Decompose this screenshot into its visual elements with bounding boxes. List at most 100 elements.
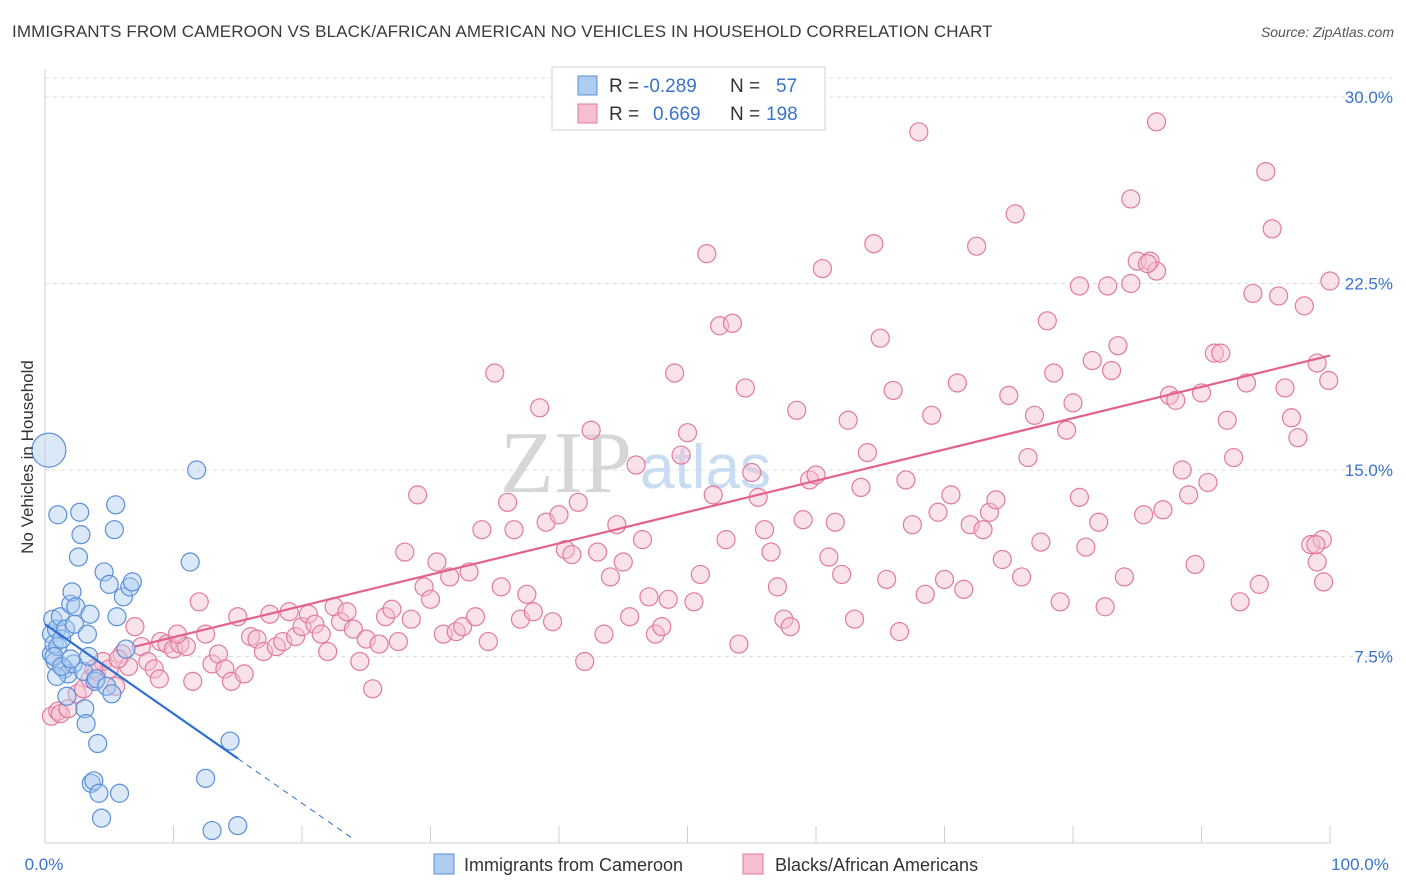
black-african-american-point (832, 564, 852, 585)
black-african-american-point (465, 607, 486, 627)
cameroon-point (107, 607, 127, 627)
black-african-american-point (420, 589, 441, 609)
black-african-american-point (562, 544, 582, 565)
cameroon-point (71, 525, 91, 545)
black-african-american-point (587, 542, 608, 562)
black-african-american-point (234, 664, 254, 684)
black-african-american-point (491, 577, 511, 597)
black-african-american-point (600, 567, 621, 587)
black-african-american-point (555, 539, 576, 560)
black-african-american-point (279, 602, 299, 622)
black-african-american-point (1313, 572, 1334, 592)
cameroon-point (81, 773, 101, 793)
black-african-american-point (870, 328, 890, 348)
cameroon-point (102, 684, 122, 704)
legend-r-label-blue: R = (609, 76, 639, 97)
black-african-american-point (1320, 271, 1340, 291)
black-african-american-point (864, 234, 884, 254)
black-african-american-point (401, 609, 421, 629)
cameroon-point (220, 731, 240, 751)
black-african-american-point (889, 622, 910, 642)
black-african-american-point (761, 542, 781, 562)
black-african-american-point (459, 562, 479, 582)
cameroon-point (86, 669, 107, 689)
legend-swatch-pink (577, 103, 598, 124)
cameroon-point (63, 654, 83, 674)
legend-label-cameroon: Immigrants from Cameroon (464, 855, 683, 875)
black-african-american-point (1082, 350, 1102, 371)
cameroon-point (113, 587, 133, 607)
black-african-american-point (343, 619, 363, 639)
black-african-american-point (722, 313, 743, 333)
cameroon-point (57, 686, 77, 706)
black-african-american-point (909, 122, 929, 142)
black-african-american-point (947, 373, 967, 393)
black-african-american-point (498, 492, 518, 512)
black-african-american-point (877, 569, 897, 590)
black-african-american-point (247, 629, 267, 649)
black-african-american-point (108, 649, 128, 669)
black-african-american-point (639, 587, 659, 607)
cameroon-point (228, 815, 248, 836)
black-african-american-point (915, 584, 935, 604)
y-tick-label: 30.0% (1345, 88, 1393, 107)
black-african-american-point (838, 410, 858, 430)
cameroon-point (58, 664, 78, 684)
trend-line-black-african-american (134, 354, 1331, 648)
black-african-american-point (1256, 162, 1276, 182)
black-african-american-point (690, 564, 710, 585)
cameroon-point (196, 768, 216, 788)
black-african-american-point (1098, 276, 1118, 296)
cameroon-point (109, 783, 130, 803)
black-african-american-point (1076, 537, 1096, 557)
black-african-american-point (1005, 204, 1025, 224)
black-african-american-point (620, 607, 640, 627)
black-african-american-point (446, 622, 466, 642)
black-african-american-point (1140, 251, 1160, 271)
black-african-american-point (1024, 405, 1045, 425)
black-african-american-point (594, 624, 614, 644)
cameroon-point (88, 733, 108, 754)
black-african-american-point (1243, 283, 1263, 304)
black-african-american-point (1204, 343, 1224, 363)
black-african-american-point (960, 515, 980, 535)
black-african-american-point (1101, 360, 1122, 381)
black-african-american-point (1275, 378, 1295, 398)
black-african-american-point (1146, 112, 1167, 132)
black-african-american-point (523, 602, 543, 622)
black-african-american-point (665, 363, 685, 383)
black-african-american-point (305, 614, 325, 634)
black-african-american-point (183, 671, 203, 691)
black-african-american-point (632, 530, 653, 550)
black-african-american-point (1268, 286, 1289, 306)
black-african-american-point (716, 530, 736, 550)
black-african-american-point (504, 520, 524, 540)
black-african-american-point (427, 552, 447, 572)
black-african-american-point (1031, 532, 1051, 552)
cameroon-point (52, 629, 72, 649)
legend-r-value-blue: -0.289 (643, 76, 697, 97)
black-african-american-point (857, 442, 878, 463)
black-african-american-point (742, 462, 762, 483)
legend-r-label-pink: R = (609, 104, 639, 125)
black-african-american-point (80, 669, 100, 689)
black-african-american-point (453, 617, 473, 637)
black-african-american-point (1312, 530, 1332, 550)
black-african-american-point (922, 405, 942, 425)
black-african-american-point (337, 602, 357, 622)
black-african-american-point (1121, 189, 1141, 209)
black-african-american-point (388, 631, 408, 652)
black-african-american-point (581, 420, 601, 440)
black-african-american-point (1249, 574, 1269, 594)
black-african-american-point (125, 617, 145, 637)
y-axis-label: No Vehicles in Household (18, 360, 37, 554)
black-african-american-point (812, 258, 833, 279)
legend-swatch-blue (577, 75, 598, 96)
black-african-american-point (1211, 343, 1231, 363)
y-tick-label: 15.0% (1345, 461, 1393, 480)
black-african-american-point (369, 634, 389, 654)
black-african-american-point (202, 654, 222, 674)
cameroon-point (80, 604, 100, 624)
black-african-american-point (774, 609, 794, 629)
black-african-american-point (844, 609, 865, 629)
